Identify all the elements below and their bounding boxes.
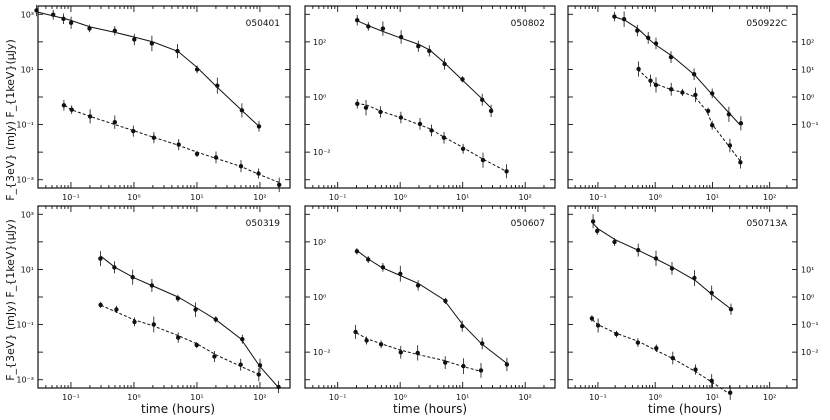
y-tick-label: 10⁰ xyxy=(313,93,326,102)
panel-title: 050922C xyxy=(746,19,787,29)
x-tick-label: 10⁻¹ xyxy=(329,193,347,202)
panels-group: 050401 10⁻¹ 10⁰ 10¹ 10² 10⁻³ 10⁻¹ 10¹ 10³ 050802 1… xyxy=(16,4,819,402)
y-tick-label: 10⁻² xyxy=(801,348,819,357)
panel-050319: 050319 10⁻¹ 10⁰ 10¹ 10² 10⁻³ 10⁻¹ 10¹ 10³ xyxy=(16,205,291,402)
panel-frame xyxy=(37,5,291,189)
x-tick-label: 10⁻¹ xyxy=(62,193,80,202)
y-tick-label: 10⁻² xyxy=(313,348,331,357)
series-solid-curve xyxy=(100,255,280,389)
panel-050607: 050607 10⁻¹ 10⁰ 10¹ 10² 10⁻² 10⁰ 10² xyxy=(304,205,556,402)
y-axis-label-top: F_{3eV} (mJy) F_{1keV}(μJy) xyxy=(4,39,17,201)
x-tick-label: 10⁻¹ xyxy=(329,393,347,402)
series-dashed-curve xyxy=(64,104,280,183)
y-tick-label: 10¹ xyxy=(801,65,814,74)
panel-050922C: 050922C 10⁻¹ 10⁰ 10¹ 10² 10⁻¹ 10⁰ 10¹ 10² xyxy=(567,5,819,202)
x-tick-label: 10² xyxy=(253,393,266,402)
x-tick-label: 10¹ xyxy=(456,393,469,402)
y-tick-label: 10² xyxy=(801,38,814,47)
panel-frame xyxy=(567,5,798,189)
panel-050802: 050802 10⁻¹ 10⁰ 10¹ 10² 10⁻² 10⁰ 10² xyxy=(304,5,556,202)
x-tick-label: 10¹ xyxy=(706,393,719,402)
panel-050713A: 050713A 10⁻¹ 10⁰ 10¹ 10² 10⁻² 10⁻¹ 10⁰ 10¹ xyxy=(567,205,819,402)
y-tick-label: 10⁻¹ xyxy=(16,321,34,330)
series-solid-curve xyxy=(356,19,493,110)
panel-title: 050802 xyxy=(511,19,545,29)
y-tick-label: 10⁰ xyxy=(313,293,326,302)
x-tick-label: 10² xyxy=(763,393,776,402)
y-tick-label: 10¹ xyxy=(801,265,814,274)
panel-title: 050713A xyxy=(746,219,787,229)
x-tick-label: 10¹ xyxy=(190,393,203,402)
x-axis-label-2: time (hours) xyxy=(393,402,467,416)
series-dashed-curve xyxy=(637,69,741,161)
y-tick-label: 10⁻³ xyxy=(16,176,34,185)
x-tick-label: 10⁻¹ xyxy=(589,193,607,202)
x-tick-label: 10⁰ xyxy=(127,393,140,402)
y-tick-label: 10¹ xyxy=(21,65,34,74)
y-tick-label: 10⁻¹ xyxy=(801,321,819,330)
y-tick-label: 10³ xyxy=(21,210,34,219)
x-tick-label: 10² xyxy=(518,193,531,202)
series-solid-curve xyxy=(592,222,731,309)
y-tick-label: 10⁻² xyxy=(313,148,331,157)
y-tick-label: 10⁰ xyxy=(801,293,814,302)
x-axis-label-3: time (hours) xyxy=(648,402,722,416)
x-tick-label: 10⁰ xyxy=(648,193,661,202)
y-tick-label: 10¹ xyxy=(21,265,34,274)
y-tick-label: 10⁻¹ xyxy=(801,121,819,130)
y-tick-label: 10⁻¹ xyxy=(16,121,34,130)
series-dashed-curve xyxy=(356,102,507,172)
series-dashed-curve xyxy=(356,332,482,372)
panel-title: 050401 xyxy=(246,19,280,29)
x-tick-label: 10² xyxy=(763,193,776,202)
x-tick-label: 10² xyxy=(518,393,531,402)
series-solid-curve xyxy=(615,16,741,125)
y-tick-label: 10² xyxy=(313,38,326,47)
x-tick-label: 10⁻¹ xyxy=(589,393,607,402)
y-tick-label: 10³ xyxy=(21,10,34,19)
series-dashed-curve xyxy=(100,304,261,376)
panel-frame xyxy=(37,205,291,389)
x-tick-label: 10¹ xyxy=(456,193,469,202)
x-tick-label: 10² xyxy=(253,193,266,202)
panel-frame xyxy=(567,205,798,389)
y-tick-label: 10⁰ xyxy=(801,93,814,102)
x-axis-label-1: time (hours) xyxy=(141,402,215,416)
x-tick-label: 10⁰ xyxy=(648,393,661,402)
x-tick-label: 10⁰ xyxy=(393,393,406,402)
x-tick-label: 10¹ xyxy=(706,193,719,202)
x-tick-label: 10¹ xyxy=(190,193,203,202)
x-tick-label: 10⁰ xyxy=(127,193,140,202)
x-tick-label: 10⁰ xyxy=(393,193,406,202)
panel-frame xyxy=(304,5,556,189)
y-axis-label-bottom: F_{3eV} (mJy) F_{1keV}(μJy) xyxy=(4,219,17,381)
series-dashed-curve xyxy=(592,319,730,395)
series-solid-curve xyxy=(356,249,507,364)
panel-title: 050319 xyxy=(246,219,281,229)
panel-050401: 050401 10⁻¹ 10⁰ 10¹ 10² 10⁻³ 10⁻¹ 10¹ 10³ xyxy=(16,4,291,202)
y-tick-label: 10² xyxy=(313,238,326,247)
panel-title: 050607 xyxy=(511,219,545,229)
y-tick-label: 10⁻³ xyxy=(16,376,34,385)
x-tick-label: 10⁻¹ xyxy=(62,393,80,402)
panel-frame xyxy=(304,205,556,389)
